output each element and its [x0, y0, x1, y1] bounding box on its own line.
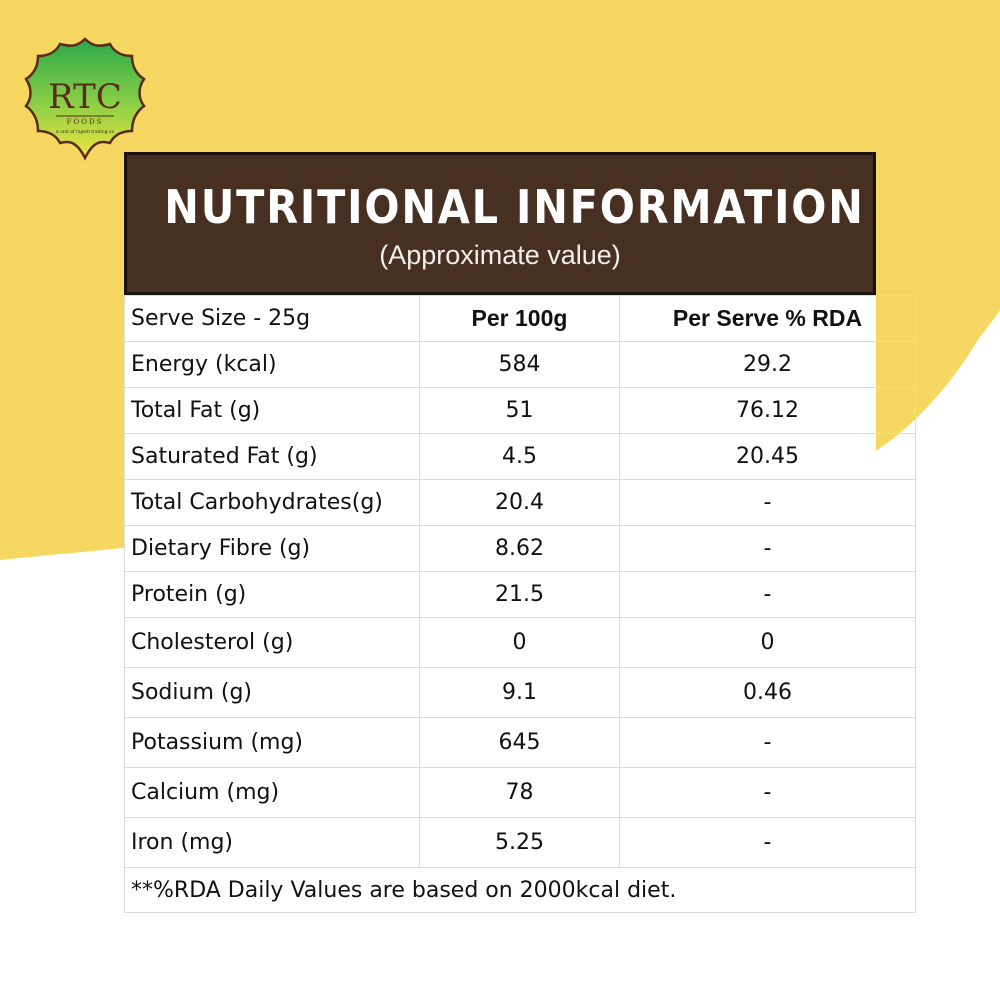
table-row: Saturated Fat (g) 4.5 20.45 — [124, 433, 916, 480]
rda-cell: 0.46 — [619, 667, 916, 718]
nutrient-name-cell: Total Fat (g) — [124, 387, 420, 434]
table-row: Total Carbohydrates(g) 20.4- — [124, 479, 916, 526]
footnote: **%RDA Daily Values are based on 2000kca… — [124, 867, 916, 913]
per-100g-cell: 20.4 — [419, 479, 620, 526]
per-100g-cell: 0 — [419, 617, 620, 668]
nutrient-name-cell: Iron (mg) — [124, 817, 420, 868]
per-100g-cell: 584 — [419, 341, 620, 388]
column-header-per-100g: Per 100g — [419, 295, 620, 342]
rda-cell: 76.12 — [619, 387, 916, 434]
table-row: Iron (mg) 5.25- — [124, 817, 916, 868]
per-100g-cell: 21.5 — [419, 571, 620, 618]
rda-cell: - — [619, 571, 916, 618]
nutrient-name-cell: Cholesterol (g) — [124, 617, 420, 668]
rda-cell: 29.2 — [619, 341, 916, 388]
table-header-row: Serve Size - 25g Per 100g Per Serve % RD… — [124, 295, 916, 342]
per-100g-cell: 8.62 — [419, 525, 620, 572]
footnote-row: **%RDA Daily Values are based on 2000kca… — [124, 867, 916, 913]
nutrient-name-cell: Protein (g) — [124, 571, 420, 618]
rda-cell: 20.45 — [619, 433, 916, 480]
logo-text: RTC — [48, 77, 122, 117]
rda-cell: - — [619, 767, 916, 818]
table-row: Protein (g) 21.5- — [124, 571, 916, 618]
rda-cell: - — [619, 717, 916, 768]
nutrient-name-cell: Sodium (g) — [124, 667, 420, 718]
table-row: Energy (kcal) 584 29.2 — [124, 341, 916, 388]
table-row: Total Fat (g) 51 76.12 — [124, 387, 916, 434]
header-title: NUTRITIONAL INFORMATION — [164, 180, 865, 234]
per-100g-cell: 5.25 — [419, 817, 620, 868]
logo-tagline: a unit of rajesh trading co — [56, 129, 114, 135]
per-100g-cell: 78 — [419, 767, 620, 818]
header-subtitle: (Approximate value) — [379, 240, 621, 270]
nutrient-name-cell: Dietary Fibre (g) — [124, 525, 420, 572]
nutrition-table: Serve Size - 25g Per 100g Per Serve % RD… — [124, 295, 916, 913]
column-header-serve-size: Serve Size - 25g — [124, 295, 420, 342]
nutrition-panel: NUTRITIONAL INFORMATION (Approximate val… — [124, 152, 916, 913]
per-100g-cell: 645 — [419, 717, 620, 768]
table-row: Potassium (mg) 645- — [124, 717, 916, 768]
rtc-foods-logo: RTC FOODS a unit of rajesh trading co — [24, 37, 146, 161]
logo-subtext: FOODS — [67, 118, 104, 126]
rda-cell: - — [619, 479, 916, 526]
nutrient-name-cell: Calcium (mg) — [124, 767, 420, 818]
per-100g-cell: 4.5 — [419, 433, 620, 480]
per-100g-cell: 9.1 — [419, 667, 620, 718]
rda-cell: - — [619, 525, 916, 572]
rda-cell: - — [619, 817, 916, 868]
nutrient-name-cell: Energy (kcal) — [124, 341, 420, 388]
nutrient-name-cell: Potassium (mg) — [124, 717, 420, 768]
nutrient-name-cell: Total Carbohydrates(g) — [124, 479, 420, 526]
table-row: Cholesterol (g) 0 0 — [124, 617, 916, 668]
table-row: Dietary Fibre (g) 8.62- — [124, 525, 916, 572]
rda-cell: 0 — [619, 617, 916, 668]
nutrient-name-cell: Saturated Fat (g) — [124, 433, 420, 480]
column-header-rda: Per Serve % RDA — [619, 295, 916, 342]
per-100g-cell: 51 — [419, 387, 620, 434]
table-row: Calcium (mg) 78- — [124, 767, 916, 818]
nutrition-header: NUTRITIONAL INFORMATION (Approximate val… — [124, 152, 876, 295]
table-row: Sodium (g) 9.1 0.46 — [124, 667, 916, 718]
